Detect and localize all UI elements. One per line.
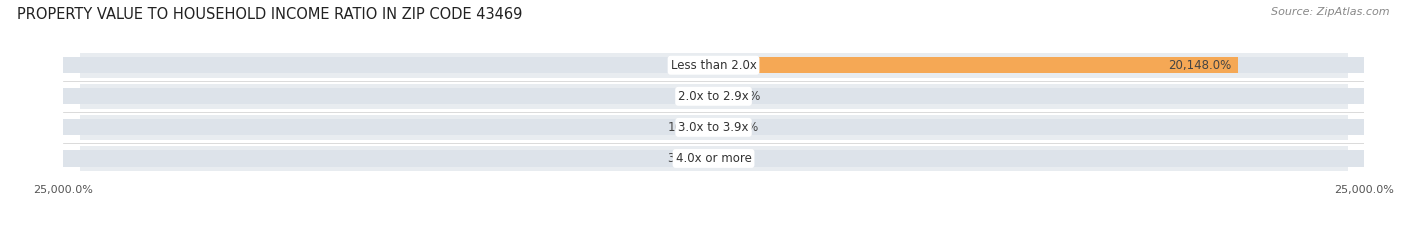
Text: 3.0x to 3.9x: 3.0x to 3.9x [678,121,749,134]
Text: 38.2%: 38.2% [668,152,704,165]
Text: Less than 2.0x: Less than 2.0x [671,59,756,72]
Bar [63,52,1364,78]
Bar [713,57,1237,73]
Text: 20,148.0%: 20,148.0% [1168,59,1232,72]
Text: Source: ZipAtlas.com: Source: ZipAtlas.com [1271,7,1389,17]
Bar [713,88,716,104]
Bar [1347,84,1364,109]
Bar [63,146,80,171]
Bar [63,84,80,109]
Bar [1347,146,1364,171]
Text: 8.1%: 8.1% [676,90,706,103]
Bar [63,119,1364,135]
Bar [63,115,1364,140]
Bar [63,150,1364,167]
Text: 5.3%: 5.3% [721,152,751,165]
Text: 71.7%: 71.7% [723,90,761,103]
Bar [1347,52,1364,78]
Text: 35.9%: 35.9% [668,59,704,72]
Bar [63,52,80,78]
Text: 14.5%: 14.5% [721,121,759,134]
Bar [63,88,1364,104]
Bar [63,115,80,140]
Bar [63,57,1364,73]
Text: 2.0x to 2.9x: 2.0x to 2.9x [678,90,749,103]
Text: PROPERTY VALUE TO HOUSEHOLD INCOME RATIO IN ZIP CODE 43469: PROPERTY VALUE TO HOUSEHOLD INCOME RATIO… [17,7,522,22]
Text: 16.7%: 16.7% [668,121,706,134]
Bar [713,92,716,100]
Bar [1347,115,1364,140]
Bar [63,146,1364,171]
Bar [63,84,1364,109]
Text: 4.0x or more: 4.0x or more [676,152,751,165]
